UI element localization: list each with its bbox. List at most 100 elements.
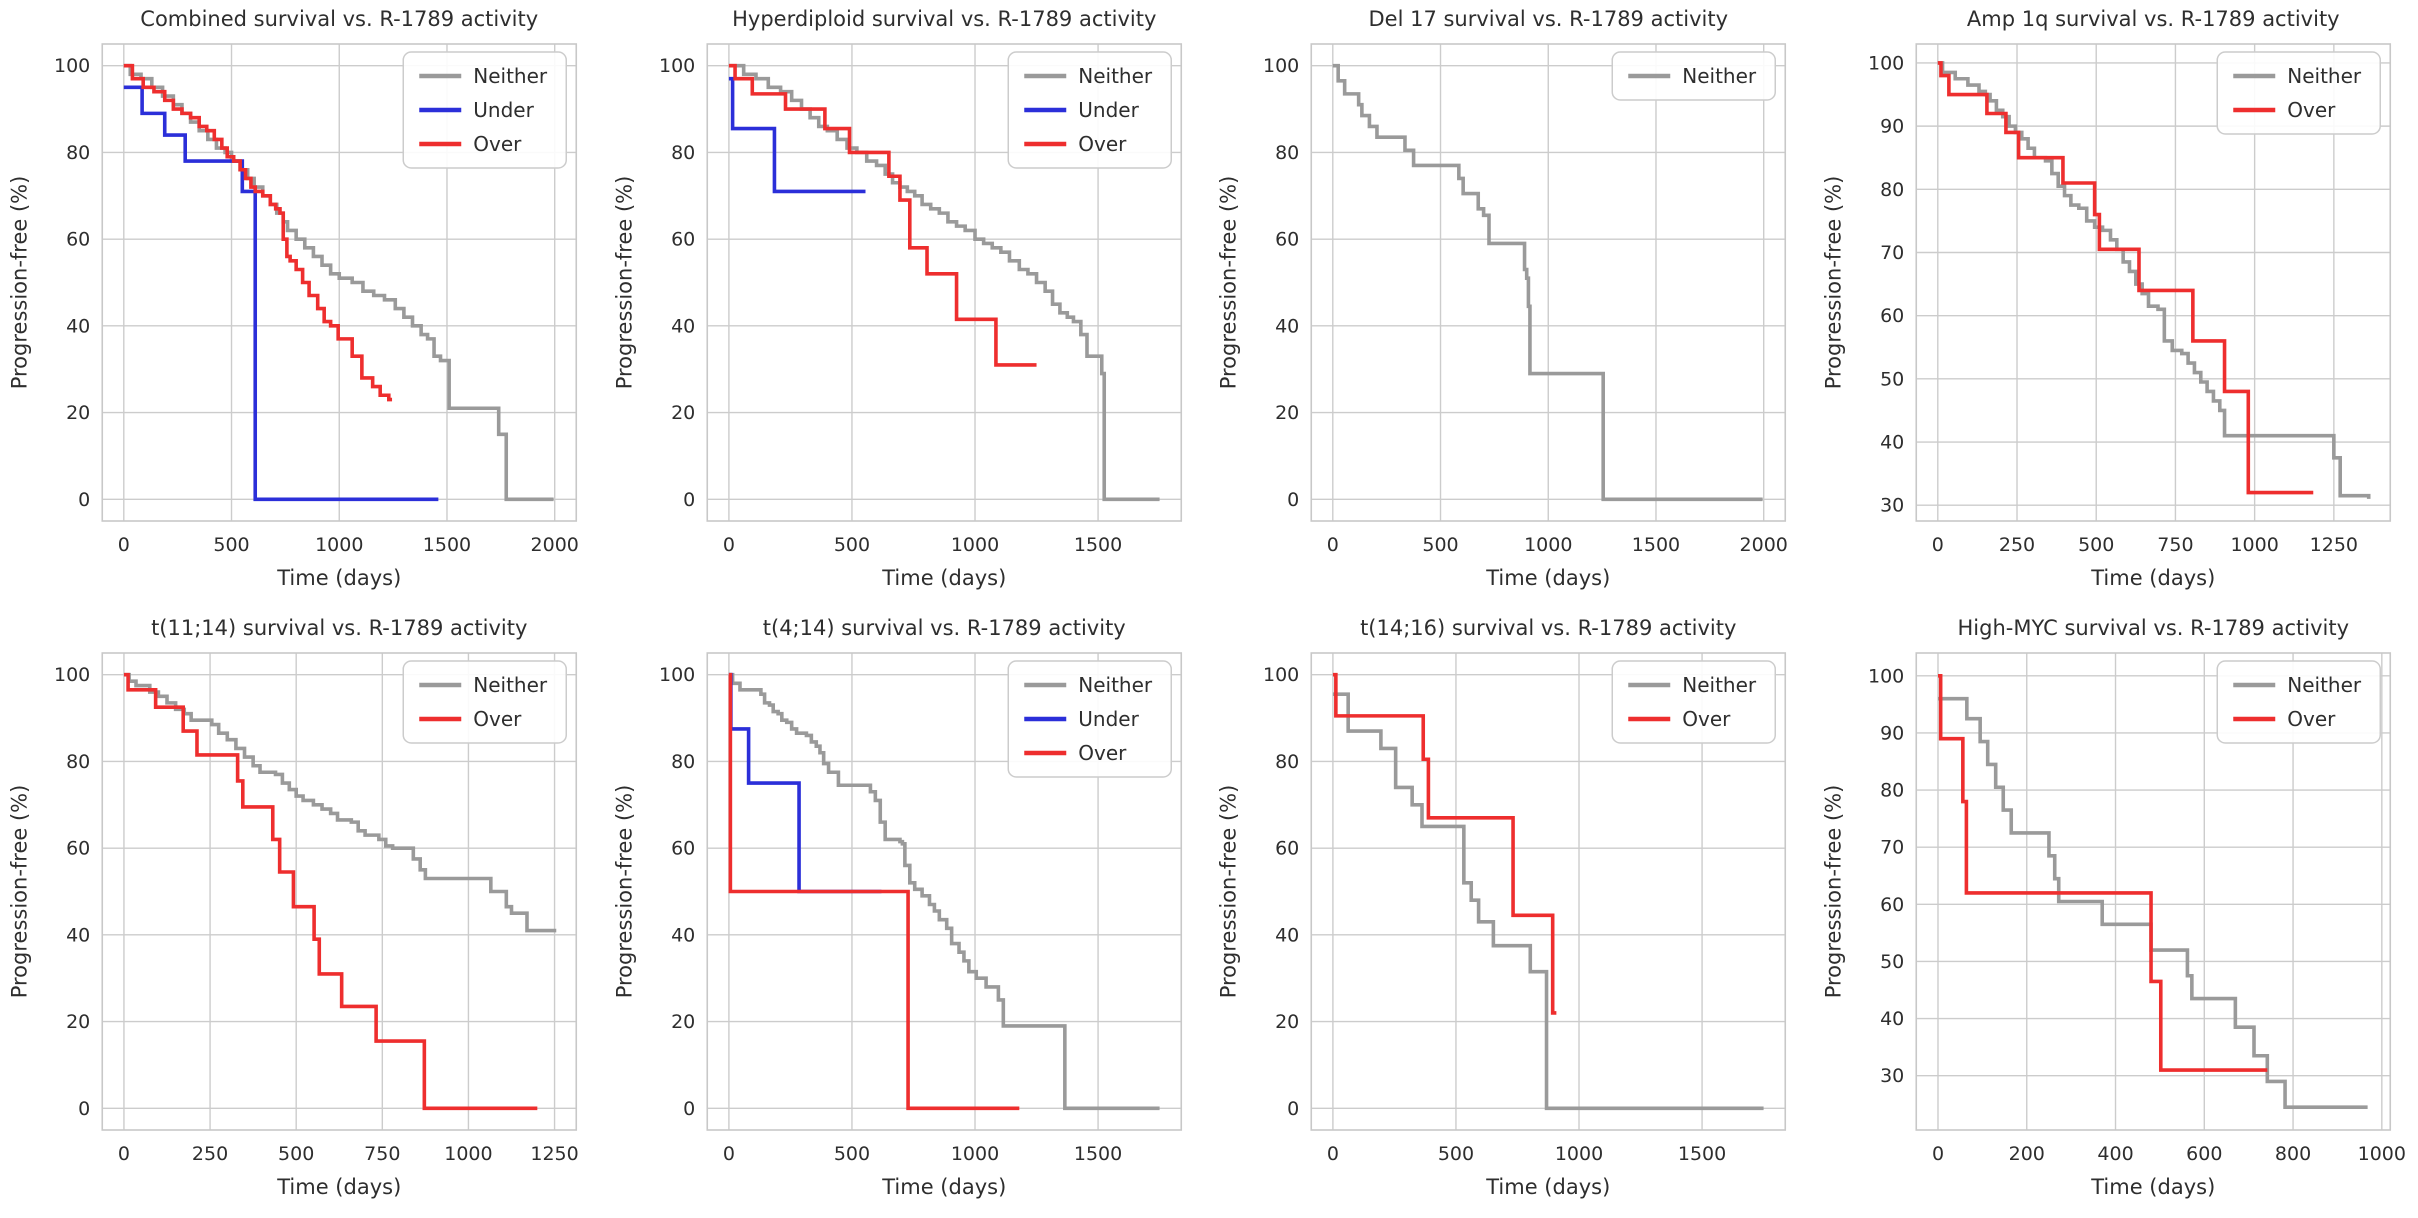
legend-label-neither: Neither <box>1078 64 1153 88</box>
x-tick-label: 1250 <box>2309 534 2357 556</box>
x-tick-label: 250 <box>192 1143 228 1165</box>
x-tick-label: 1000 <box>2357 1143 2405 1165</box>
subplot-combined: 0 500 1000 1500 2000 0 20 40 60 80 100 Combined sur… <box>0 0 605 609</box>
subplot-t11-14: 0 250 500 750 1000 1250 0 20 40 60 80 100 t(11;14) s… <box>0 609 605 1218</box>
y-tick-label: 80 <box>1880 780 1904 802</box>
y-tick-label: 100 <box>1867 665 1903 687</box>
x-tick-label: 0 <box>118 1143 130 1165</box>
chart-title: t(4;14) survival vs. R-1789 activity <box>762 616 1125 640</box>
legend-label-under: Under <box>473 98 534 122</box>
y-tick-label: 70 <box>1880 242 1904 264</box>
chart-title: t(11;14) survival vs. R-1789 activity <box>151 616 527 640</box>
x-axis-label: Time (days) <box>276 566 401 590</box>
legend-label-under: Under <box>1078 98 1139 122</box>
y-tick-label: 80 <box>671 142 695 164</box>
plot-border <box>1310 43 1787 522</box>
chart-title: Amp 1q survival vs. R-1789 activity <box>1966 7 2339 31</box>
legend-label-neither: Neither <box>473 673 548 697</box>
y-tick-label: 0 <box>1287 489 1299 511</box>
y-tick-label: 20 <box>1275 1011 1299 1033</box>
x-tick-label: 0 <box>118 534 130 556</box>
legend-label-over: Over <box>2287 98 2336 122</box>
x-tick-label: 500 <box>213 534 249 556</box>
plot-border <box>1914 43 2391 522</box>
y-tick-label: 80 <box>671 751 695 773</box>
legend: Neither Over <box>1611 660 1776 744</box>
y-tick-label: 40 <box>1880 432 1904 454</box>
chart-canvas: 0 500 1000 1500 2000 0 20 40 60 80 100 Combined sur… <box>7 7 579 590</box>
series-line-neither <box>1937 696 2368 1109</box>
legend-label-over: Over <box>1682 707 1731 731</box>
y-tick-label: 100 <box>658 55 694 77</box>
legend-box <box>2216 51 2381 135</box>
x-tick-label: 0 <box>722 534 734 556</box>
legend-box <box>1007 660 1172 778</box>
legend-label-neither: Neither <box>1682 64 1757 88</box>
y-tick-label: 40 <box>1880 1008 1904 1030</box>
y-tick-label: 20 <box>1275 402 1299 424</box>
y-tick-label: 0 <box>78 1098 90 1120</box>
legend-box <box>1611 660 1776 744</box>
x-tick-label: 1000 <box>950 534 998 556</box>
y-tick-label: 100 <box>658 664 694 686</box>
series-line-over <box>1937 674 2267 1072</box>
y-tick-label: 80 <box>1880 179 1904 201</box>
y-tick-label: 0 <box>683 1098 695 1120</box>
x-tick-label: 1500 <box>1632 534 1680 556</box>
y-tick-label: 0 <box>1287 1098 1299 1120</box>
legend-box <box>2216 660 2381 744</box>
legend-label-over: Over <box>1078 132 1127 156</box>
y-tick-label: 60 <box>1275 838 1299 860</box>
series-line-over <box>1937 61 2313 495</box>
x-tick-label: 0 <box>1327 1143 1339 1165</box>
x-tick-label: 750 <box>2157 534 2193 556</box>
chart-canvas: 0 200 400 600 800 1000 30 40 50 60 70 80 90 100 High-M… <box>1821 616 2406 1199</box>
legend-label-neither: Neither <box>473 64 548 88</box>
x-axis-label: Time (days) <box>2090 1175 2215 1199</box>
y-tick-label: 80 <box>1275 142 1299 164</box>
x-axis-label: Time (days) <box>2090 566 2215 590</box>
legend-box <box>1611 51 1776 101</box>
legend-label-over: Over <box>1078 741 1127 765</box>
plot-border <box>705 43 1182 522</box>
y-tick-label: 50 <box>1880 368 1904 390</box>
legend-label-neither: Neither <box>2287 64 2362 88</box>
series-line-neither <box>1332 692 1764 1111</box>
y-tick-label: 20 <box>671 1011 695 1033</box>
y-tick-label: 100 <box>54 55 90 77</box>
y-tick-label: 40 <box>66 924 90 946</box>
plot-border <box>705 652 1182 1131</box>
x-tick-label: 400 <box>2097 1143 2133 1165</box>
x-tick-label: 500 <box>278 1143 314 1165</box>
legend: Neither Over <box>2216 660 2381 744</box>
x-tick-label: 1500 <box>1678 1143 1726 1165</box>
x-tick-label: 1000 <box>1524 534 1572 556</box>
x-tick-label: 1000 <box>315 534 363 556</box>
x-tick-label: 2000 <box>531 534 579 556</box>
plot-border <box>1914 652 2391 1131</box>
y-tick-label: 60 <box>671 838 695 860</box>
y-tick-label: 100 <box>54 664 90 686</box>
series-line-under <box>728 76 865 194</box>
y-tick-label: 100 <box>1263 664 1299 686</box>
y-tick-label: 40 <box>671 315 695 337</box>
y-tick-label: 80 <box>66 751 90 773</box>
x-tick-label: 1000 <box>950 1143 998 1165</box>
chart-title: Combined survival vs. R-1789 activity <box>140 7 538 31</box>
series-line-over <box>728 63 1037 367</box>
x-tick-label: 0 <box>1931 1143 1943 1165</box>
y-tick-label: 40 <box>1275 924 1299 946</box>
chart-canvas: 0 250 500 750 1000 1250 30 40 50 60 70 80 90 100 Amp 1… <box>1821 7 2391 590</box>
legend-label-under: Under <box>1078 707 1139 731</box>
series-line-over <box>728 672 1019 1111</box>
legend: Neither Over <box>402 660 567 744</box>
x-tick-label: 500 <box>2078 534 2114 556</box>
plot-border <box>101 652 578 1131</box>
series-line-over <box>123 672 538 1111</box>
y-tick-label: 100 <box>1263 55 1299 77</box>
x-axis-label: Time (days) <box>276 1175 401 1199</box>
subplot-t4-14: 0 500 1000 1500 0 20 40 60 80 100 t(4;14) survival… <box>605 609 1210 1218</box>
x-axis-label: Time (days) <box>1485 566 1610 590</box>
subplot-del17: 0 500 1000 1500 2000 0 20 40 60 80 100 Del 17 survi… <box>1209 0 1814 609</box>
